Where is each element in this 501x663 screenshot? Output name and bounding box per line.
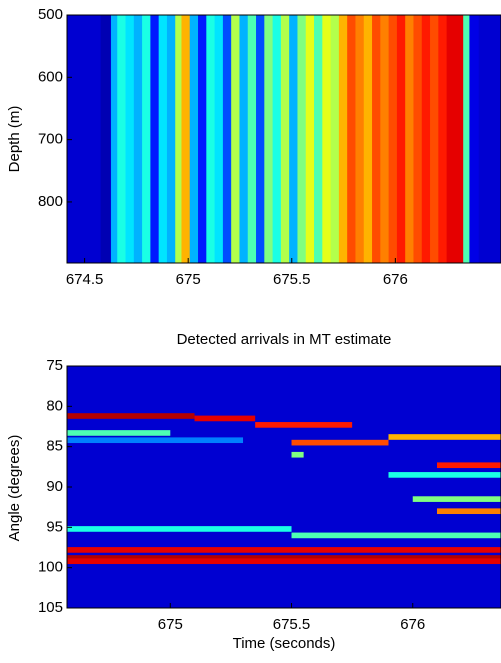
stripe (256, 15, 266, 263)
stripe (280, 15, 291, 263)
stripe (305, 15, 316, 263)
stripe (142, 15, 152, 263)
stripe (247, 15, 258, 263)
y-tick-label: 90 (46, 478, 63, 495)
stripe (347, 15, 357, 263)
stripe (380, 15, 390, 263)
y-axis-label: Angle (degrees) (6, 435, 23, 542)
stripe (264, 15, 274, 263)
y-tick-label: 105 (38, 599, 63, 616)
stripe (338, 15, 349, 263)
x-tick-label: 675.5 (273, 616, 311, 633)
stripe (454, 15, 465, 263)
stripe (463, 15, 473, 263)
stripe (388, 15, 398, 263)
arrival (388, 472, 501, 478)
stripe (413, 15, 423, 263)
x-tick-label: 676 (400, 616, 425, 633)
stripe (239, 15, 249, 263)
stripe (330, 15, 340, 263)
stripe (272, 15, 282, 263)
arrival (67, 413, 195, 419)
y-tick-label: 95 (46, 518, 63, 535)
arrival (291, 532, 501, 539)
arrival (67, 430, 171, 436)
stripe (405, 15, 415, 263)
stripe (133, 15, 144, 263)
stripe (158, 15, 168, 263)
stripe (214, 15, 224, 263)
stripe (181, 15, 191, 263)
y-tick-label: 600 (38, 68, 63, 85)
arrival (255, 422, 353, 428)
arrival (388, 434, 501, 440)
stripe (322, 15, 332, 263)
stripe (125, 15, 135, 263)
x-tick-label: 675.5 (273, 271, 311, 288)
stripe (469, 15, 479, 263)
stripe (314, 15, 324, 263)
stripe (396, 15, 407, 263)
arrival (436, 462, 501, 469)
x-tick-label: 675 (176, 271, 201, 288)
x-axis-label: Time (seconds) (233, 635, 336, 652)
stripe (430, 15, 440, 263)
stripe (355, 15, 365, 263)
x-tick-label: 675 (158, 616, 183, 633)
stripe (421, 15, 432, 263)
arrival (67, 555, 501, 561)
stripe (438, 15, 448, 263)
plot-frame (66, 14, 501, 264)
arrival (67, 526, 292, 532)
y-tick-label: 700 (38, 131, 63, 148)
arrival (67, 558, 501, 565)
stripe (150, 15, 160, 263)
y-tick-label: 85 (46, 438, 63, 455)
stripe (189, 15, 200, 263)
y-tick-label: 80 (46, 397, 63, 414)
plot-background (67, 366, 501, 608)
stripe (175, 15, 185, 263)
stripe (372, 15, 382, 263)
stripe (363, 15, 374, 263)
arrival (436, 508, 501, 515)
chart-title: Detected arrivals in MT estimate (177, 331, 392, 348)
arrival (194, 415, 256, 422)
stripe (111, 15, 121, 263)
y-tick-label: 800 (38, 193, 63, 210)
stripe (231, 15, 241, 263)
stripe (297, 15, 307, 263)
y-axis-label: Depth (m) (6, 106, 23, 173)
arrival (412, 496, 501, 502)
arrival (67, 547, 501, 553)
y-tick-label: 500 (38, 6, 63, 23)
stripe (100, 15, 110, 263)
y-tick-label: 75 (46, 357, 63, 374)
arrival (291, 439, 389, 446)
stripe (222, 15, 233, 263)
stripe (206, 15, 216, 263)
x-tick-label: 676 (383, 271, 408, 288)
stripe (289, 15, 299, 263)
arrival (291, 451, 304, 458)
arrival (67, 437, 244, 444)
stripe (446, 15, 456, 263)
stripe (198, 15, 208, 263)
x-tick-label: 674.5 (66, 271, 104, 288)
y-tick-label: 100 (38, 559, 63, 576)
stripe (117, 15, 127, 263)
stripe (166, 15, 177, 263)
